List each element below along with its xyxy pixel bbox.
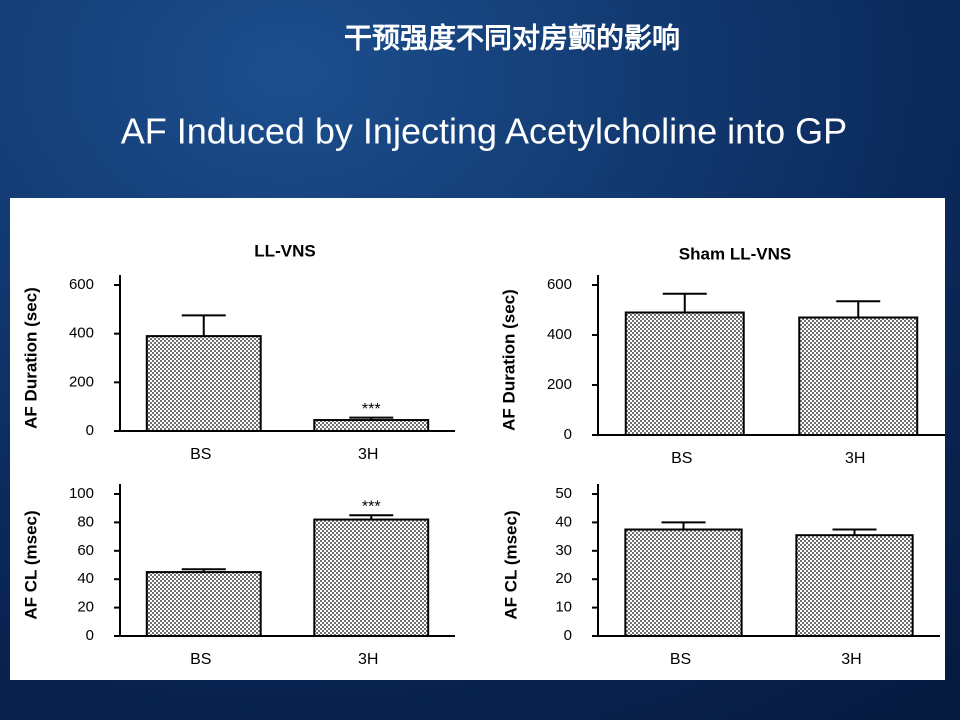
bar — [795, 534, 914, 637]
y-tick-label: 0 — [86, 422, 94, 439]
significance-label: *** — [362, 499, 381, 516]
y-tick-label: 40 — [555, 513, 572, 530]
y-tick-label: 100 — [69, 485, 94, 502]
error-bar — [181, 314, 226, 337]
error-bar — [349, 514, 394, 520]
bar — [145, 571, 262, 637]
bar — [313, 518, 430, 637]
y-tick-label: 0 — [86, 627, 94, 644]
y-axis-label: AF Duration (sec) — [499, 289, 518, 431]
error-bar — [662, 292, 707, 313]
y-tick-label: 200 — [69, 373, 94, 390]
y-tick-label: 200 — [547, 376, 572, 393]
y-tick-label: 20 — [77, 599, 94, 616]
x-tick-label: BS — [670, 651, 691, 668]
x-tick-label: BS — [190, 651, 211, 668]
y-axis-label: AF CL (msec) — [501, 510, 520, 619]
bar — [798, 316, 919, 436]
y-tick-label: 600 — [547, 276, 572, 293]
y-tick-label: 20 — [555, 570, 572, 587]
x-tick-label: BS — [671, 450, 692, 467]
x-tick-label: 3H — [845, 450, 865, 467]
slide-title: 干预强度不同对房颤的影响 — [344, 21, 680, 53]
y-tick-label: 60 — [77, 542, 94, 559]
y-tick-label: 30 — [555, 542, 572, 559]
error-bar — [181, 568, 226, 573]
chart-title: LL-VNS — [254, 241, 315, 260]
y-tick-label: 80 — [77, 513, 94, 530]
y-tick-label: 10 — [555, 599, 572, 616]
error-bar — [836, 300, 881, 318]
x-tick-label: 3H — [358, 651, 378, 668]
error-bar — [832, 528, 877, 536]
y-tick-label: 600 — [69, 276, 94, 293]
error-bar — [349, 416, 394, 421]
y-axis-label: AF Duration (sec) — [21, 287, 40, 429]
slide-subtitle: AF Induced by Injecting Acetylcholine in… — [121, 111, 847, 152]
y-tick-label: 0 — [564, 627, 572, 644]
significance-label: *** — [362, 401, 381, 418]
error-bar — [661, 521, 706, 530]
bar — [624, 311, 745, 436]
y-tick-label: 0 — [564, 426, 572, 443]
bar — [313, 419, 430, 432]
bar — [624, 528, 743, 637]
bar — [145, 335, 262, 433]
x-tick-label: BS — [190, 446, 211, 463]
chart-title: Sham LL-VNS — [679, 244, 791, 263]
y-axis-label: AF CL (msec) — [21, 510, 40, 619]
y-tick-label: 40 — [77, 570, 94, 587]
x-tick-label: 3H — [358, 446, 378, 463]
y-tick-label: 400 — [547, 326, 572, 343]
y-tick-label: 50 — [555, 485, 572, 502]
y-tick-label: 400 — [69, 325, 94, 342]
x-tick-label: 3H — [841, 651, 861, 668]
